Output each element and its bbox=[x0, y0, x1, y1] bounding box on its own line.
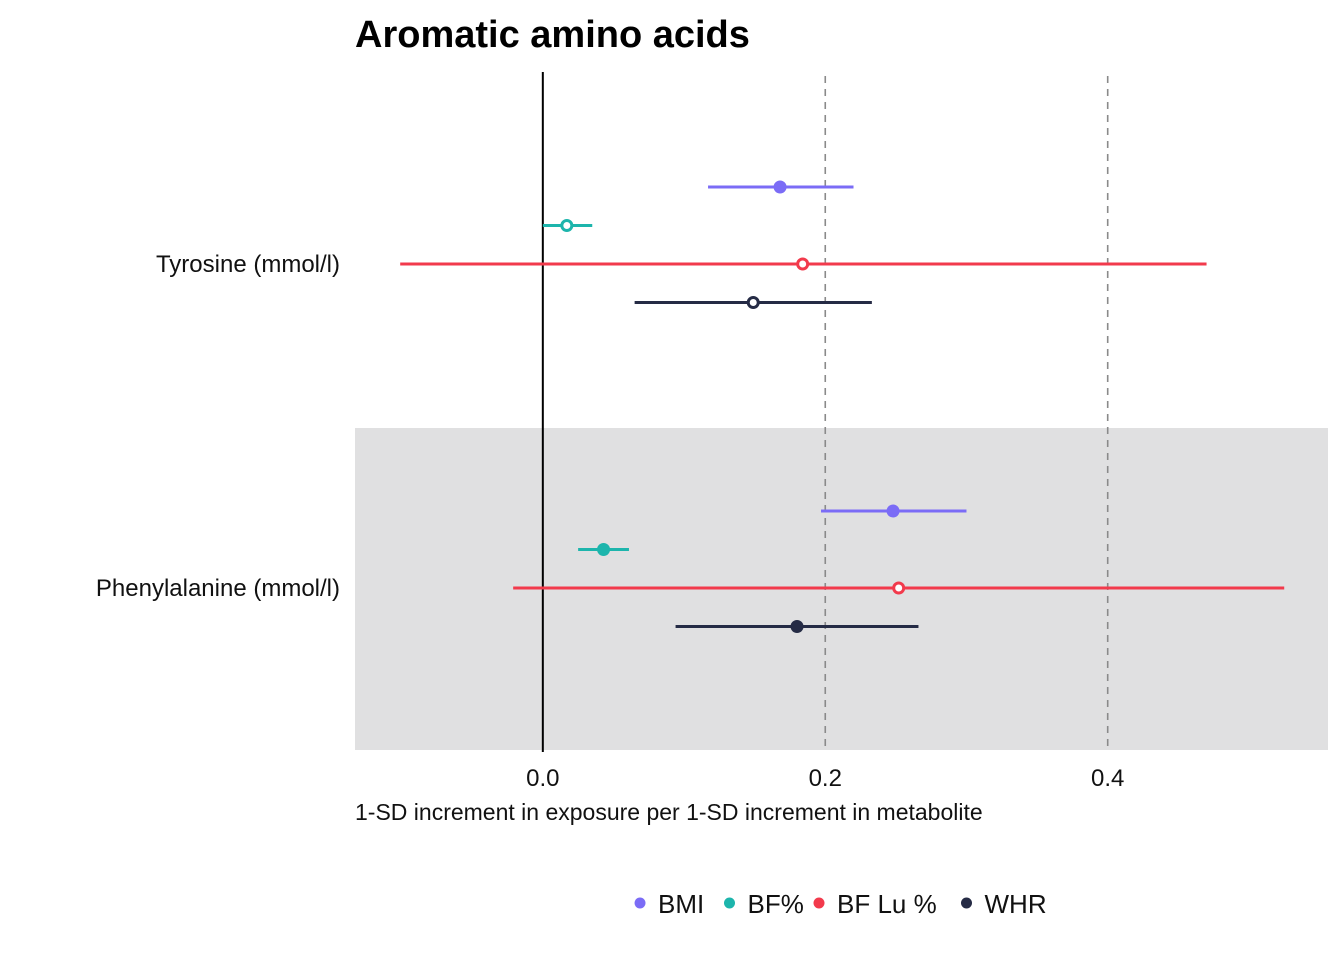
legend-item-bf: BF% bbox=[724, 889, 804, 919]
legend-item-bf-lu: BF Lu % bbox=[813, 889, 937, 919]
point-bmi-tyrosine-mmol-l bbox=[773, 180, 787, 194]
point-bf-lu-tyrosine-mmol-l bbox=[796, 257, 810, 271]
legend: BMI BF% BF Lu % WHR bbox=[634, 889, 1047, 919]
y-tick-label-phenylalanine-mmol-l: Phenylalanine (mmol/l) bbox=[96, 575, 340, 602]
legend-key-bf bbox=[724, 897, 735, 909]
legend-label-bf-lu: BF Lu % bbox=[837, 889, 937, 919]
series-layer bbox=[400, 180, 1285, 633]
x-tick-label-0-4: 0.4 bbox=[1091, 765, 1124, 792]
series-bf bbox=[542, 219, 629, 556]
legend-item-whr: WHR bbox=[961, 889, 1047, 919]
legend-label-whr: WHR bbox=[985, 889, 1047, 919]
legend-label-bf: BF% bbox=[748, 889, 804, 919]
point-bf-phenylalanine-mmol-l bbox=[597, 543, 611, 556]
legend-label-bmi: BMI bbox=[658, 889, 704, 919]
x-tick-label-0: 0.0 bbox=[526, 765, 559, 792]
series-whr bbox=[634, 296, 919, 633]
y-axis-tick-labels: Tyrosine (mmol/l) Phenylalanine (mmol/l) bbox=[96, 251, 340, 602]
point-whr-tyrosine-mmol-l bbox=[746, 296, 760, 309]
point-bmi-phenylalanine-mmol-l bbox=[886, 504, 900, 518]
legend-key-bf-lu bbox=[813, 897, 825, 909]
point-bf-lu-phenylalanine-mmol-l bbox=[892, 581, 906, 595]
reference-lines bbox=[541, 72, 1109, 752]
legend-key-whr bbox=[961, 897, 972, 909]
x-tick-label-0-2: 0.2 bbox=[809, 765, 842, 792]
y-tick-label-tyrosine-mmol-l: Tyrosine (mmol/l) bbox=[156, 251, 340, 278]
x-axis-label: 1-SD increment in exposure per 1-SD incr… bbox=[355, 799, 983, 825]
legend-key-bmi bbox=[634, 897, 646, 909]
point-whr-phenylalanine-mmol-l bbox=[790, 620, 804, 633]
series-bmi bbox=[708, 180, 967, 518]
chart-title: Aromatic amino acids bbox=[355, 14, 750, 56]
series-bf-lu bbox=[400, 257, 1285, 595]
x-axis-tick-labels: 0.0 0.2 0.4 bbox=[526, 765, 1124, 792]
legend-item-bmi: BMI bbox=[634, 889, 704, 919]
point-bf-tyrosine-mmol-l bbox=[560, 219, 574, 232]
